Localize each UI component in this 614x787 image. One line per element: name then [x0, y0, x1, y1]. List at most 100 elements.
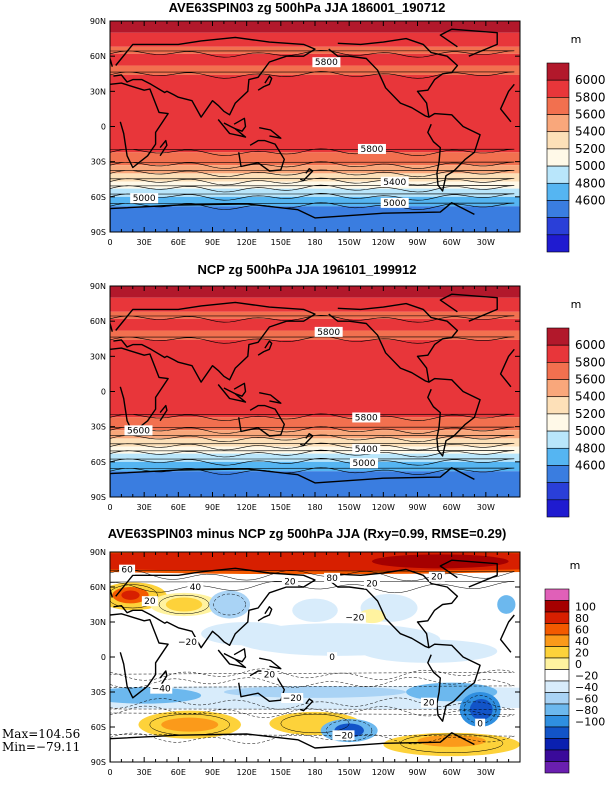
colorbar-swatch [544, 611, 570, 624]
colorbar-swatch [546, 430, 570, 449]
max-stat: Max=104.56 [2, 727, 81, 741]
lon-tick-label: 30W [477, 768, 495, 777]
colorbar-label: −60 [575, 692, 598, 705]
colorbar-label: 5800 [575, 90, 606, 104]
contour-label: −20 [334, 731, 353, 741]
colorbar-label: 5600 [575, 108, 606, 122]
contour-label: 5400 [355, 445, 378, 455]
lon-tick-label: 30E [137, 503, 152, 512]
lon-tick-label: 90E [205, 238, 220, 247]
lat-tick-label: 0 [101, 388, 106, 397]
contour-label: 40 [190, 583, 202, 593]
colorbar-label: 80 [575, 612, 589, 625]
colorbar-swatch [544, 634, 570, 647]
lon-tick-label: 60W [443, 503, 461, 512]
lon-tick-label: 120E [237, 768, 257, 777]
lon-tick-label: 150W [338, 238, 361, 247]
colorbar-label: 5200 [575, 407, 606, 421]
colorbar-label: 60 [575, 623, 589, 636]
colorbar-swatch [546, 344, 570, 363]
colorbar-label: 4600 [575, 458, 606, 472]
lon-tick-label: 90E [205, 503, 220, 512]
colorbar-swatch [544, 680, 570, 693]
colorbar-swatch [546, 97, 570, 115]
lon-tick-label: 60W [443, 238, 461, 247]
lon-tick-label: 30E [137, 768, 152, 777]
lon-tick-label: 0 [107, 503, 112, 512]
colorbar-label: −20 [575, 669, 598, 682]
lat-tick-label: 90S [91, 758, 106, 767]
colorbar-swatch [546, 327, 570, 346]
unit-label: m [570, 559, 581, 572]
colorbar-label: 4800 [575, 441, 606, 455]
colorbar-swatch [544, 692, 570, 705]
contour-label: −20 [283, 694, 302, 704]
map-observed: 5800560058005400500090N60N30N030S60S90S0… [90, 282, 606, 518]
lon-tick-label: 30W [477, 503, 495, 512]
panel-difference: AVE63SPIN03 minus NCP zg 500hPa JJA (Rxy… [0, 526, 614, 782]
colorbar-swatch [546, 148, 570, 167]
colorbar-label: 5800 [575, 355, 606, 369]
lon-tick-label: 150E [271, 503, 291, 512]
colorbar-swatch [546, 413, 570, 432]
panel-title: AVE63SPIN03 minus NCP zg 500hPa JJA (Rxy… [107, 526, 507, 541]
lon-tick-label: 60E [171, 238, 186, 247]
stats-block: Max=104.56 Min=−79.11 [2, 728, 80, 754]
colorbar-swatch [546, 379, 570, 398]
lon-tick-label: 90E [205, 768, 220, 777]
unit-label: m [571, 33, 582, 46]
lon-tick-label: 120E [237, 503, 257, 512]
colorbar-swatch [546, 165, 570, 184]
colorbar-label: 5000 [575, 424, 606, 438]
colorbar-swatch [544, 738, 570, 751]
colorbar-swatch [546, 182, 570, 201]
contour-label: −20 [345, 614, 364, 624]
contour-label: 60 [121, 566, 133, 576]
lon-tick-label: 120E [237, 238, 257, 247]
lat-tick-label: 30S [91, 158, 106, 167]
colorbar-swatch [546, 499, 570, 518]
panel-title: AVE63SPIN03 zg 500hPa JJA 186001_190712 [168, 0, 446, 15]
contour-label: 0 [329, 653, 335, 663]
colorbar-swatch [544, 749, 570, 762]
colorbar-swatch [546, 447, 570, 466]
lon-tick-label: 90W [408, 768, 426, 777]
lat-tick-label: 0 [101, 123, 106, 132]
contour-label: 5000 [353, 459, 376, 469]
contour-label: 80 [326, 574, 338, 584]
min-stat: Min=−79.11 [2, 740, 81, 754]
colorbar-label: 5400 [575, 390, 606, 404]
contour-label: 20 [431, 573, 443, 583]
lon-tick-label: 60W [443, 768, 461, 777]
lon-tick-label: 150E [271, 238, 291, 247]
colorbar-swatch [546, 362, 570, 380]
colorbar-label: 5000 [575, 159, 606, 173]
contour-label: 5800 [360, 145, 383, 155]
colorbar-label: 4800 [575, 176, 606, 190]
lat-tick-label: 30S [91, 688, 106, 697]
colorbar-swatch [546, 79, 570, 98]
colorbar-label: −100 [575, 715, 605, 728]
contour-label: −20 [178, 638, 197, 648]
lat-tick-label: 90N [90, 548, 106, 557]
contour-label: 5400 [383, 178, 406, 188]
colorbar-label: 0 [575, 658, 582, 671]
colorbar-swatch [546, 465, 570, 483]
colorbar-label: 5200 [575, 142, 606, 156]
lon-tick-label: 120W [372, 238, 395, 247]
contour-label: 5600 [127, 426, 150, 436]
lat-tick-label: 60S [91, 723, 106, 732]
contour-label: 5000 [133, 194, 156, 204]
colorbar-swatch [544, 715, 570, 728]
colorbar-swatch [546, 131, 570, 150]
contour-label: 20 [366, 580, 378, 590]
colorbar-swatch [546, 217, 570, 236]
lon-tick-label: 0 [107, 238, 112, 247]
contour-label: 20 [284, 577, 296, 587]
lon-tick-label: 0 [107, 768, 112, 777]
colorbar-swatch [546, 234, 570, 253]
lon-tick-label: 180 [307, 768, 322, 777]
lon-tick-label: 150W [338, 503, 361, 512]
lon-tick-label: 180 [307, 238, 322, 247]
